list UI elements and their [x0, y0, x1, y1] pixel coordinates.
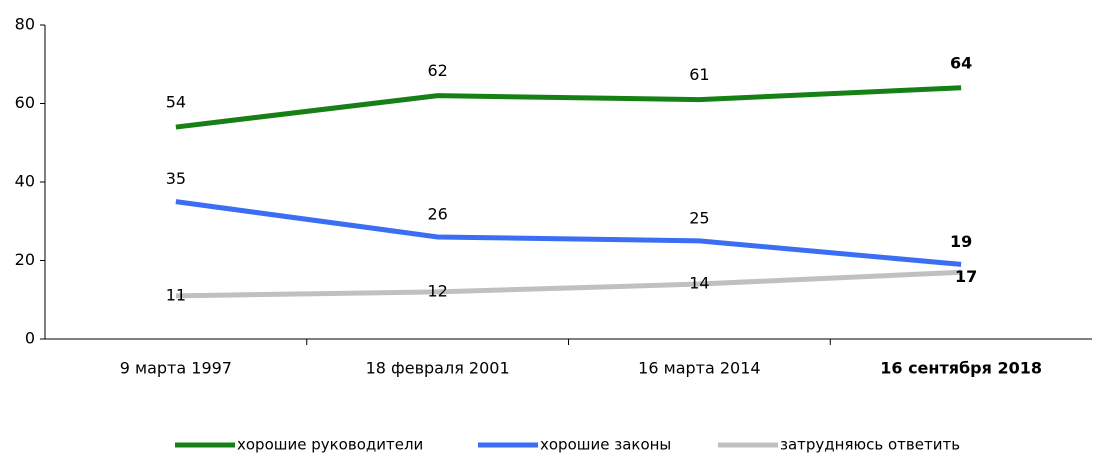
- data-label: 54: [166, 93, 186, 112]
- y-tick-label: 80: [15, 15, 35, 34]
- data-label: 26: [427, 204, 447, 223]
- data-label: 11: [166, 285, 186, 304]
- line: [175, 85, 962, 130]
- data-label: 62: [427, 61, 447, 80]
- data-label: 35: [166, 169, 186, 188]
- y-tick-label: 60: [15, 93, 35, 112]
- y-tick-label: 0: [25, 329, 35, 348]
- data-label: 61: [689, 65, 709, 84]
- legend-label: хорошие законы: [540, 436, 671, 454]
- x-tick-label: 16 марта 2014: [638, 359, 760, 378]
- line: [175, 199, 962, 267]
- data-label: 17: [955, 267, 977, 286]
- data-label: 19: [950, 232, 972, 251]
- y-tick-label: 40: [15, 172, 35, 191]
- x-tick-label: 16 сентября 2018: [880, 359, 1042, 378]
- legend-label: затрудняюсь ответить: [780, 436, 960, 454]
- data-label: 64: [950, 53, 972, 72]
- x-tick-label: 9 марта 1997: [120, 359, 232, 378]
- data-label: 25: [689, 208, 709, 227]
- data-label: 12: [427, 281, 447, 300]
- y-tick-label: 20: [15, 250, 35, 269]
- line: [175, 269, 962, 299]
- legend-label: хорошие руководители: [237, 436, 423, 454]
- data-label: 14: [689, 274, 709, 293]
- x-tick-label: 18 февраля 2001: [366, 359, 510, 378]
